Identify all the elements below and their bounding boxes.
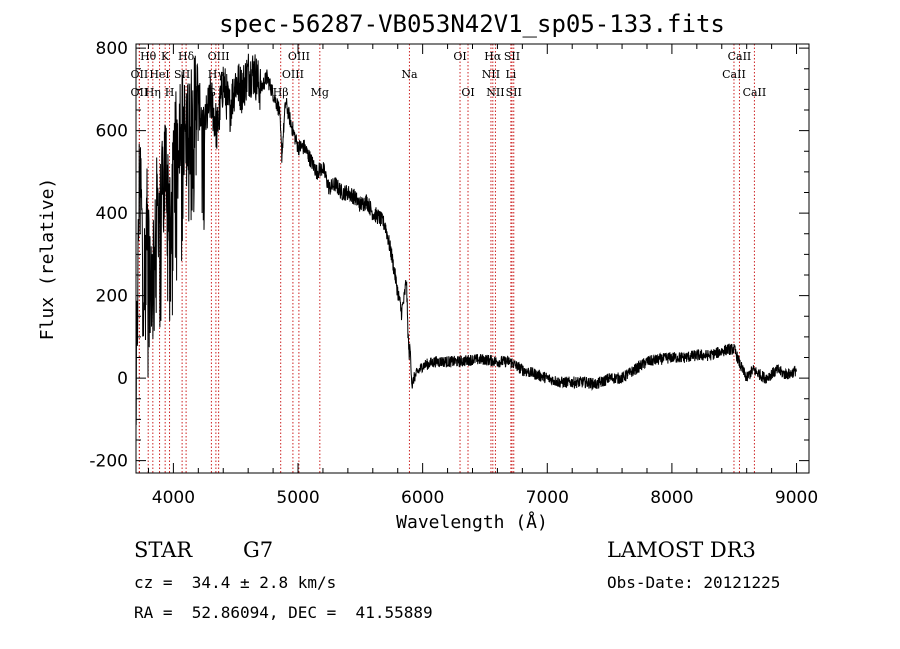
x-tick-label-0: 4000 bbox=[152, 488, 195, 508]
line-label-2: Hδ bbox=[178, 50, 195, 63]
object-subclass: G7 bbox=[243, 538, 274, 562]
line-label-12: Hβ bbox=[273, 86, 289, 99]
x-tick-label-1: 5000 bbox=[276, 488, 319, 508]
y-tick-label-5: 800 bbox=[96, 39, 128, 59]
y-tick-label-4: 600 bbox=[96, 122, 128, 142]
obs-date: Obs-Date: 20121225 bbox=[607, 573, 781, 592]
spectrum-series-line bbox=[135, 53, 797, 425]
x-tick-label-4: 8000 bbox=[650, 488, 693, 508]
plot-frame bbox=[135, 43, 810, 474]
line-label-25: CaII bbox=[722, 68, 746, 81]
line-label-7: Hη bbox=[145, 86, 161, 99]
y-tick-label-3: 400 bbox=[96, 204, 128, 224]
line-label-17: OI bbox=[453, 50, 466, 63]
line-label-20: NII bbox=[486, 86, 504, 99]
x-axis-label: Wavelength (Å) bbox=[396, 511, 548, 533]
survey-name: LAMOST DR3 bbox=[607, 538, 756, 562]
line-label-13: OIII bbox=[282, 68, 304, 81]
x-tick-label-2: 6000 bbox=[401, 488, 444, 508]
coordinates: RA = 52.86094, DEC = 41.55889 bbox=[134, 603, 433, 622]
chart-title: spec-56287-VB053N42V1_sp05-133.fits bbox=[219, 10, 725, 38]
line-label-1: K bbox=[161, 50, 170, 63]
line-label-15: Mg bbox=[311, 86, 329, 99]
line-label-21: Hα bbox=[484, 50, 502, 63]
line-label-18: OI bbox=[461, 86, 474, 99]
line-label-16: Na bbox=[401, 68, 418, 81]
line-label-14: OIII bbox=[288, 50, 310, 63]
y-tick-label-1: 0 bbox=[117, 369, 128, 389]
line-label-26: CaII bbox=[728, 50, 752, 63]
line-label-27: CaII bbox=[743, 86, 767, 99]
line-label-10: Hγ bbox=[208, 68, 225, 81]
x-tick-label-3: 7000 bbox=[526, 488, 569, 508]
line-label-8: H bbox=[165, 86, 175, 99]
line-label-9: OIII bbox=[208, 50, 230, 63]
axis-ticks bbox=[136, 44, 809, 473]
line-label-6: OII bbox=[131, 86, 149, 99]
line-label-24: Li bbox=[505, 68, 516, 81]
y-axis-label: Flux (relative) bbox=[37, 178, 58, 341]
y-tick-label-0: -200 bbox=[89, 452, 128, 472]
line-label-23: SII bbox=[506, 86, 522, 99]
object-type: STAR bbox=[134, 538, 193, 562]
axis-tick-labels: 4000 5000 6000 7000 8000 9000 -200 0 200 400 600 80… bbox=[89, 39, 818, 508]
line-label-0: Hθ bbox=[140, 50, 157, 63]
line-label-22: SII bbox=[504, 50, 520, 63]
line-label-4: HeI bbox=[149, 68, 169, 81]
y-tick-label-2: 200 bbox=[96, 287, 128, 307]
x-tick-label-5: 9000 bbox=[775, 488, 818, 508]
line-label-19: NII bbox=[482, 68, 500, 81]
redshift-value: cz = 34.4 ± 2.8 km/s bbox=[134, 573, 337, 592]
line-label-3: OII bbox=[131, 68, 149, 81]
